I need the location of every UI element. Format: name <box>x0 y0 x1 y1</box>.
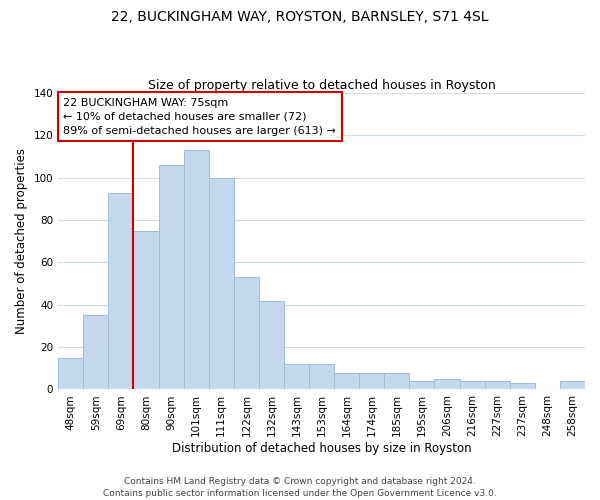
Bar <box>385 372 409 390</box>
Bar <box>184 150 209 390</box>
Text: 22, BUCKINGHAM WAY, ROYSTON, BARNSLEY, S71 4SL: 22, BUCKINGHAM WAY, ROYSTON, BARNSLEY, S… <box>111 10 489 24</box>
Bar <box>334 372 359 390</box>
Bar <box>109 192 133 390</box>
Bar <box>83 316 109 390</box>
Bar <box>309 364 334 390</box>
Text: Contains HM Land Registry data © Crown copyright and database right 2024.
Contai: Contains HM Land Registry data © Crown c… <box>103 476 497 498</box>
Text: 22 BUCKINGHAM WAY: 75sqm
← 10% of detached houses are smaller (72)
89% of semi-d: 22 BUCKINGHAM WAY: 75sqm ← 10% of detach… <box>64 98 337 136</box>
X-axis label: Distribution of detached houses by size in Royston: Distribution of detached houses by size … <box>172 442 472 455</box>
Bar <box>284 364 309 390</box>
Bar <box>460 381 485 390</box>
Bar <box>58 358 83 390</box>
Bar <box>560 381 585 390</box>
Bar <box>209 178 234 390</box>
Y-axis label: Number of detached properties: Number of detached properties <box>15 148 28 334</box>
Bar <box>409 381 434 390</box>
Bar <box>434 379 460 390</box>
Bar <box>133 230 158 390</box>
Bar <box>259 300 284 390</box>
Bar <box>234 278 259 390</box>
Bar <box>158 165 184 390</box>
Bar <box>359 372 385 390</box>
Title: Size of property relative to detached houses in Royston: Size of property relative to detached ho… <box>148 79 496 92</box>
Bar <box>485 381 510 390</box>
Bar <box>510 383 535 390</box>
